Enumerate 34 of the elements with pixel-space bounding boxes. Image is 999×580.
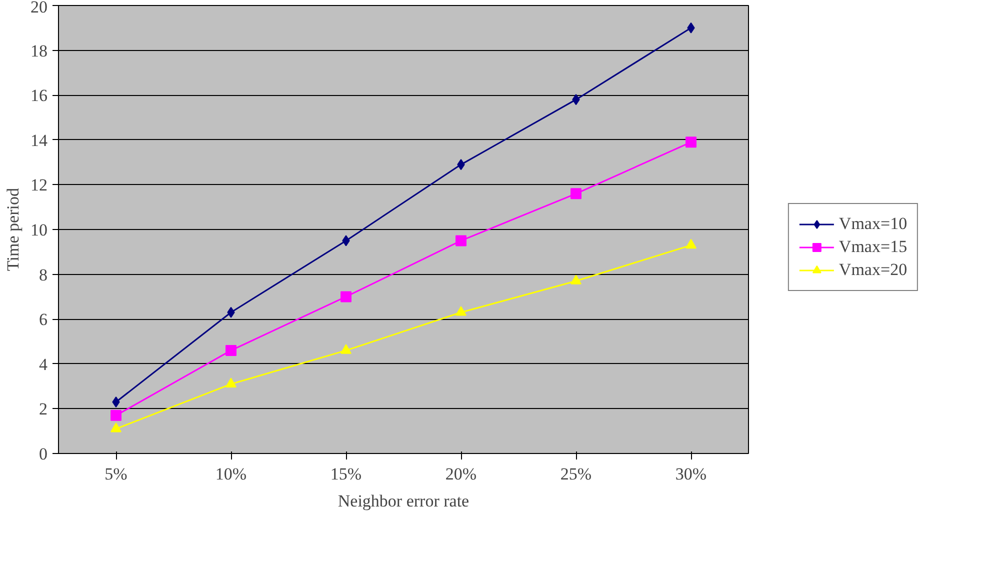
x-tick-label: 20%	[445, 464, 477, 484]
point	[570, 274, 582, 284]
legend-label: Vmax=10	[838, 214, 908, 234]
point	[226, 378, 236, 388]
y-tick-label: 2	[39, 400, 48, 419]
point	[110, 410, 122, 421]
y-axis-title: Time period	[4, 188, 22, 271]
point	[110, 422, 122, 432]
legend-label: Vmax=20	[838, 260, 908, 280]
y-tick-label: 16	[30, 86, 48, 106]
point	[456, 235, 466, 246]
x-tick-label: 15%	[330, 464, 362, 484]
y-tick-label: 4	[39, 354, 48, 374]
y-tick-label: 12	[30, 176, 48, 195]
y-tick-label: 14	[30, 130, 48, 150]
y-tick-label: 0	[39, 444, 48, 464]
y-tick-label: 6	[39, 310, 48, 330]
legend-label: Vmax=15	[838, 236, 908, 256]
y-tick-label: 18	[30, 41, 48, 60]
x-tick-label: 5%	[104, 464, 128, 484]
x-tick-label: 30%	[675, 464, 707, 484]
y-tick-label: 10	[30, 220, 48, 240]
x-tick-label: 10%	[215, 464, 247, 484]
y-tick-label: 20	[30, 0, 48, 16]
point	[226, 344, 236, 356]
point	[570, 188, 582, 200]
point	[340, 344, 352, 354]
point	[686, 136, 696, 148]
point	[456, 306, 466, 316]
x-tick-label: 25%	[560, 464, 592, 484]
y-tick-label: 8	[39, 265, 48, 284]
x-axis-title: Neighbor error rate	[338, 492, 470, 510]
point	[340, 291, 352, 302]
point	[686, 238, 696, 249]
